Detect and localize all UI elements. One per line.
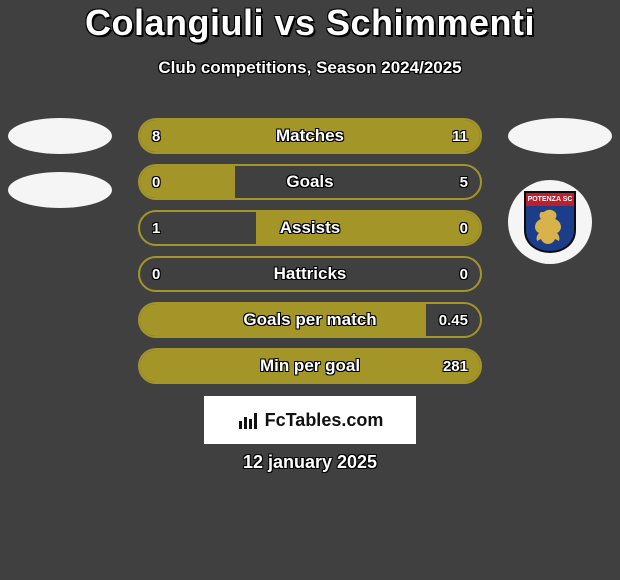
stat-value-right: 0 [460, 258, 468, 290]
player-left-badge-1 [8, 118, 112, 154]
stat-rows: Matches811 Goals05 Assists10 Hattricks0 0 Goa… [138, 118, 482, 394]
player-left-badges [8, 118, 112, 226]
bar-chart-icon [237, 409, 259, 431]
stat-value-right: 5 [460, 166, 468, 198]
stat-fill-right [283, 120, 480, 152]
stat-fill-left [140, 304, 426, 336]
stat-row: Min per goal281 [138, 348, 482, 384]
stat-fill-left [140, 120, 283, 152]
stat-row: Matches811 [138, 118, 482, 154]
stat-label: Hattricks [140, 258, 480, 290]
stat-fill-right [256, 212, 480, 244]
player-right-badge-ellipse [508, 118, 612, 154]
player-right-crest-circle: POTENZA SC [508, 180, 592, 264]
player-left-badge-2 [8, 172, 112, 208]
stat-fill-left [140, 166, 235, 198]
date-label: 12 january 2025 [0, 452, 620, 473]
stat-row: Goals05 [138, 164, 482, 200]
stat-value-right: 0.45 [439, 304, 468, 336]
stat-row: Hattricks0 0 [138, 256, 482, 292]
player-right-badges: POTENZA SC [508, 118, 612, 264]
crest-top-text: POTENZA SC [528, 196, 573, 203]
brand-banner: FcTables.com [204, 396, 416, 444]
stat-value-left: 1 [152, 212, 160, 244]
page-title: Colangiuli vs Schimmenti [0, 2, 620, 44]
stat-value-left: 0 [152, 258, 160, 290]
stat-fill-left [140, 350, 480, 382]
club-crest-icon: POTENZA SC [523, 190, 577, 254]
brand-text: FcTables.com [265, 410, 384, 431]
page-subtitle: Club competitions, Season 2024/2025 [0, 58, 620, 78]
stat-row: Goals per match0.45 [138, 302, 482, 338]
stat-row: Assists10 [138, 210, 482, 246]
